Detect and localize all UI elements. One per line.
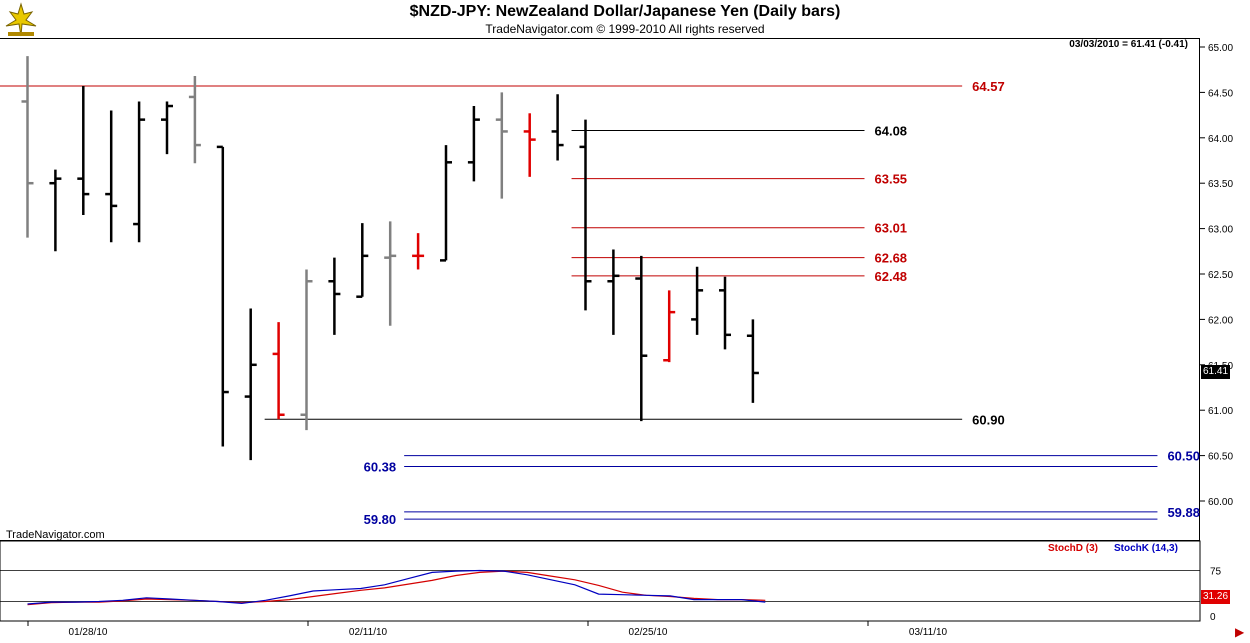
ohlc-bar	[412, 233, 425, 270]
y-tick-label: 63.50	[1208, 179, 1233, 190]
ohlc-bar	[607, 249, 620, 335]
ohlc-bar	[691, 266, 704, 335]
ohlc-bar	[328, 257, 341, 335]
level-label: 64.57	[972, 79, 1005, 94]
osc-tick-label: 0	[1210, 612, 1216, 623]
x-tick-label: 01/28/10	[69, 627, 108, 638]
y-tick-label: 61.00	[1208, 406, 1233, 417]
ohlc-bar	[579, 119, 592, 311]
y-tick-label: 65.00	[1208, 43, 1233, 54]
stoch-series-line	[27, 570, 766, 606]
ohlc-bar	[216, 145, 229, 447]
last-quote: 03/03/2010 = 61.41 (-0.41)	[1069, 39, 1188, 50]
scroll-right-arrow-icon[interactable]: ▶	[1235, 625, 1245, 639]
ohlc-bar	[356, 223, 369, 298]
y-tick-label: 63.00	[1208, 225, 1233, 236]
ohlc-bar	[551, 94, 564, 161]
last-price-tag: 61.41	[1201, 365, 1230, 379]
chart-subtitle: TradeNavigator.com © 1999-2010 All right…	[485, 22, 765, 36]
y-tick-label: 60.50	[1208, 452, 1233, 463]
y-tick-label: 64.00	[1208, 134, 1233, 145]
ohlc-bar	[440, 145, 452, 262]
ohlc-bar	[746, 319, 759, 403]
x-tick-label: 03/11/10	[909, 627, 948, 638]
ohlc-bar	[77, 86, 90, 215]
chart-title: $NZD-JPY: NewZealand Dollar/Japanese Yen…	[409, 3, 841, 20]
stoch-series-line	[27, 569, 766, 605]
y-tick-label: 62.50	[1208, 270, 1233, 281]
stoch-last-tag: 31.26	[1201, 590, 1230, 604]
x-tick-label: 02/25/10	[629, 627, 668, 638]
ohlc-bar	[523, 113, 536, 177]
level-label: 63.01	[875, 221, 908, 236]
ohlc-bar	[495, 92, 508, 199]
watermark: TradeNavigator.com	[6, 529, 105, 541]
ohlc-bar	[272, 322, 285, 420]
level-label: 62.48	[875, 269, 908, 284]
level-label: 63.55	[875, 172, 908, 187]
y-tick-label: 60.00	[1208, 497, 1233, 508]
ohlc-bar	[663, 290, 676, 363]
y-tick-label: 62.00	[1208, 315, 1233, 326]
stoch-d-legend[interactable]: StochD (3)	[1048, 543, 1098, 554]
ohlc-bar	[300, 269, 313, 431]
tradenavigator-logo	[5, 2, 37, 37]
ohlc-bar	[21, 56, 34, 238]
y-tick-label: 64.50	[1208, 88, 1233, 99]
stoch-k-legend[interactable]: StochK (14,3)	[1114, 543, 1178, 554]
ohlc-bar	[133, 101, 146, 243]
ohlc-bar	[161, 101, 173, 155]
ohlc-bar	[188, 76, 201, 164]
osc-tick-label: 75	[1210, 567, 1222, 578]
ohlc-bar	[467, 106, 480, 182]
ohlc-bar	[244, 308, 257, 461]
ohlc-bar	[49, 169, 62, 252]
level-label: 59.80	[364, 512, 397, 527]
x-tick-label: 02/11/10	[349, 627, 388, 638]
oscillator-frame	[0, 540, 1201, 622]
ohlc-bar	[635, 255, 648, 422]
level-label: 60.38	[364, 459, 397, 474]
ohlc-bar	[384, 221, 397, 326]
level-label: 64.08	[875, 124, 908, 139]
ohlc-bar	[105, 110, 118, 243]
ohlc-bar	[719, 276, 731, 350]
level-label: 60.90	[972, 412, 1005, 427]
level-label: 62.68	[875, 251, 908, 266]
level-label: 59.88	[1167, 505, 1200, 520]
level-label: 60.50	[1167, 449, 1200, 464]
